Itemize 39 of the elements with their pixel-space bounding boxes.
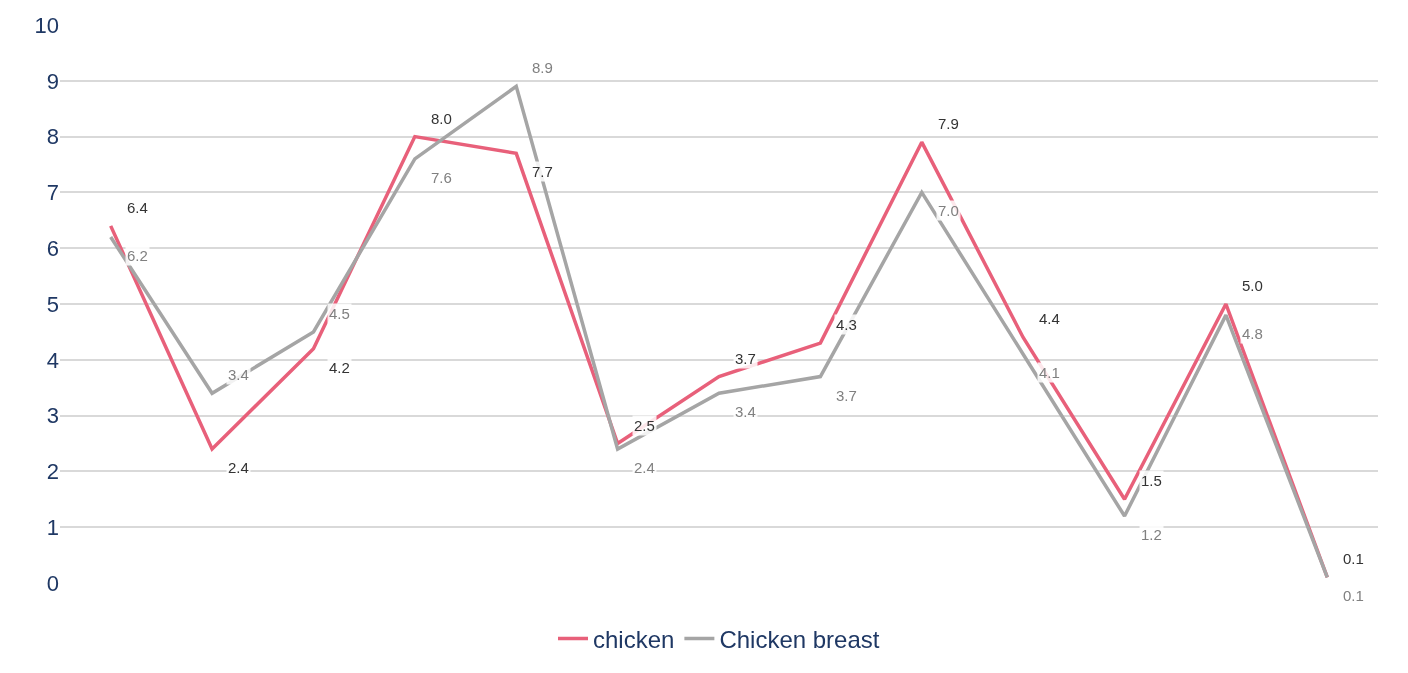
data-label: 8.0	[431, 110, 452, 127]
data-label: 3.4	[735, 403, 756, 420]
data-label: 5.0	[1242, 277, 1263, 294]
data-label: 0.1	[1343, 550, 1364, 567]
data-label: 4.4	[1039, 310, 1060, 327]
data-label: 6.2	[127, 247, 148, 264]
data-label: 3.7	[735, 350, 756, 367]
y-tick-label: 3	[46, 403, 59, 429]
data-label: 6.4	[127, 199, 148, 216]
y-tick-label: 6	[46, 235, 59, 261]
data-label: 2.4	[634, 459, 655, 476]
data-label: 4.3	[836, 316, 857, 333]
data-label: 8.9	[532, 59, 553, 76]
data-label: 7.6	[431, 169, 452, 186]
legend-label: Chicken breast	[719, 625, 880, 653]
y-tick-label: 2	[46, 459, 59, 485]
data-label: 7.0	[938, 202, 959, 219]
data-label: 7.9	[938, 115, 959, 132]
data-label: 4.8	[1242, 325, 1263, 342]
data-label: 3.7	[836, 387, 857, 404]
y-tick-label: 8	[46, 124, 59, 150]
data-label: 4.5	[329, 305, 350, 322]
legend-label: chicken	[593, 625, 675, 653]
data-label: 0.1	[1343, 587, 1364, 604]
y-tick-label: 0	[46, 570, 59, 596]
data-label: 2.4	[228, 459, 249, 476]
data-label: 1.2	[1141, 526, 1162, 543]
y-tick-label: 7	[46, 180, 59, 206]
y-tick-label: 9	[46, 68, 59, 94]
data-label: 4.1	[1039, 364, 1060, 381]
data-label: 3.4	[228, 366, 249, 383]
data-label: 2.5	[634, 417, 655, 434]
y-tick-label: 4	[46, 347, 59, 373]
data-label: 4.2	[329, 359, 350, 376]
data-label: 1.5	[1141, 472, 1162, 489]
y-tick-label: 10	[34, 12, 59, 38]
data-label: 7.7	[532, 163, 553, 180]
y-tick-label: 1	[46, 514, 59, 540]
y-tick-label: 5	[46, 291, 59, 317]
